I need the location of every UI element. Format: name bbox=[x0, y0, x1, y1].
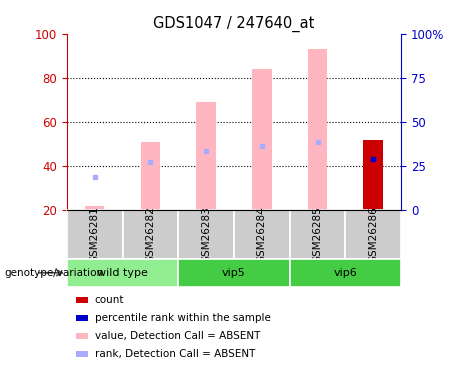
Bar bbox=[308, 49, 327, 210]
Bar bbox=[67, 210, 123, 259]
Bar bbox=[178, 210, 234, 259]
Text: GSM26285: GSM26285 bbox=[313, 206, 323, 263]
Bar bbox=[290, 259, 401, 287]
Text: rank, Detection Call = ABSENT: rank, Detection Call = ABSENT bbox=[95, 349, 255, 359]
Text: GSM26281: GSM26281 bbox=[90, 206, 100, 263]
Bar bbox=[345, 210, 401, 259]
Text: vip5: vip5 bbox=[222, 268, 246, 278]
Bar bbox=[196, 102, 216, 210]
Text: count: count bbox=[95, 295, 124, 305]
Bar bbox=[85, 206, 105, 210]
Bar bbox=[178, 259, 290, 287]
Text: GSM26282: GSM26282 bbox=[145, 206, 155, 263]
Bar bbox=[141, 142, 160, 210]
Text: GSM26286: GSM26286 bbox=[368, 206, 378, 263]
Title: GDS1047 / 247640_at: GDS1047 / 247640_at bbox=[153, 16, 315, 32]
Text: wild type: wild type bbox=[97, 268, 148, 278]
Bar bbox=[123, 210, 178, 259]
Text: percentile rank within the sample: percentile rank within the sample bbox=[95, 313, 271, 323]
Text: vip6: vip6 bbox=[333, 268, 357, 278]
Bar bbox=[67, 259, 178, 287]
Bar bbox=[252, 69, 272, 210]
Bar bbox=[363, 140, 383, 210]
Bar bbox=[234, 210, 290, 259]
Text: GSM26283: GSM26283 bbox=[201, 206, 211, 263]
Text: GSM26284: GSM26284 bbox=[257, 206, 267, 263]
Text: value, Detection Call = ABSENT: value, Detection Call = ABSENT bbox=[95, 331, 260, 341]
Text: genotype/variation: genotype/variation bbox=[5, 268, 104, 278]
Bar bbox=[290, 210, 345, 259]
